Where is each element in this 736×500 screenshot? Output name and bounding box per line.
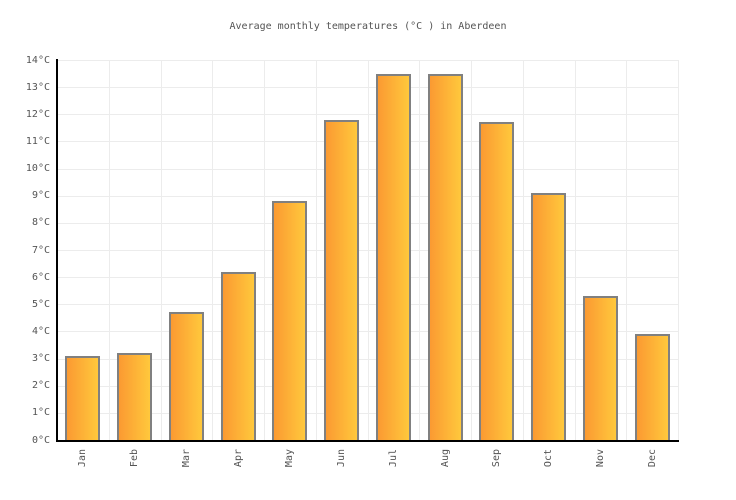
gridline-vertical [522,60,524,440]
bar-apr [220,272,256,440]
gridline-vertical [315,60,317,440]
y-tick-label: 10°C [25,163,50,175]
gridline-vertical [471,60,472,440]
gridline-vertical [419,60,421,440]
x-tick-label: Sep [491,449,503,468]
bar-may [272,201,308,440]
bar-nov [582,296,618,440]
bar-jan [65,356,101,440]
bar-jul [375,74,411,440]
x-tick-label: Jun [336,449,348,468]
gridline-vertical [264,60,265,440]
y-tick-label: 3°C [31,353,50,365]
bar-mar [168,312,204,440]
plot-area [57,60,679,440]
gridline-vertical [367,60,369,440]
gridline-vertical [108,60,110,440]
y-tick-label: 1°C [31,407,50,419]
x-tick-label: Feb [129,449,141,468]
gridline-vertical [626,60,628,440]
y-tick-label: 4°C [31,325,50,337]
bar-feb [117,353,153,440]
bar-aug [427,74,463,440]
y-tick-label: 7°C [31,244,50,256]
bar-oct [531,193,567,440]
gridline-vertical [574,60,576,440]
x-tick-label: May [284,449,296,468]
chart-title: Average monthly temperatures (°C ) in Ab… [229,21,507,32]
bar-dec [634,334,670,440]
x-tick-label: Aug [439,449,451,468]
x-tick-label: Jan [77,449,89,468]
x-tick-label: Oct [543,449,555,468]
y-tick-label: 2°C [31,380,50,392]
gridline-vertical [212,60,214,440]
y-tick-label: 12°C [25,108,50,120]
x-tick-label: Nov [594,449,606,468]
bar-jun [324,120,360,440]
y-tick-label: 0°C [31,434,50,446]
x-tick-label: Dec [646,449,658,468]
x-tick-label: Apr [232,449,244,468]
x-axis-line [56,440,679,442]
x-tick-label: Jul [387,449,399,468]
gridline-vertical [678,60,679,440]
y-tick-label: 14°C [25,54,50,66]
y-tick-label: 8°C [31,217,50,229]
y-tick-label: 6°C [31,271,50,283]
y-tick-label: 13°C [25,81,50,93]
x-tick-label: Mar [180,449,192,468]
y-axis-line [56,59,58,442]
y-tick-label: 9°C [31,190,50,202]
bar-sep [479,122,515,440]
y-tick-label: 5°C [31,298,50,310]
y-tick-label: 11°C [25,135,50,147]
gridline-vertical [160,60,162,440]
